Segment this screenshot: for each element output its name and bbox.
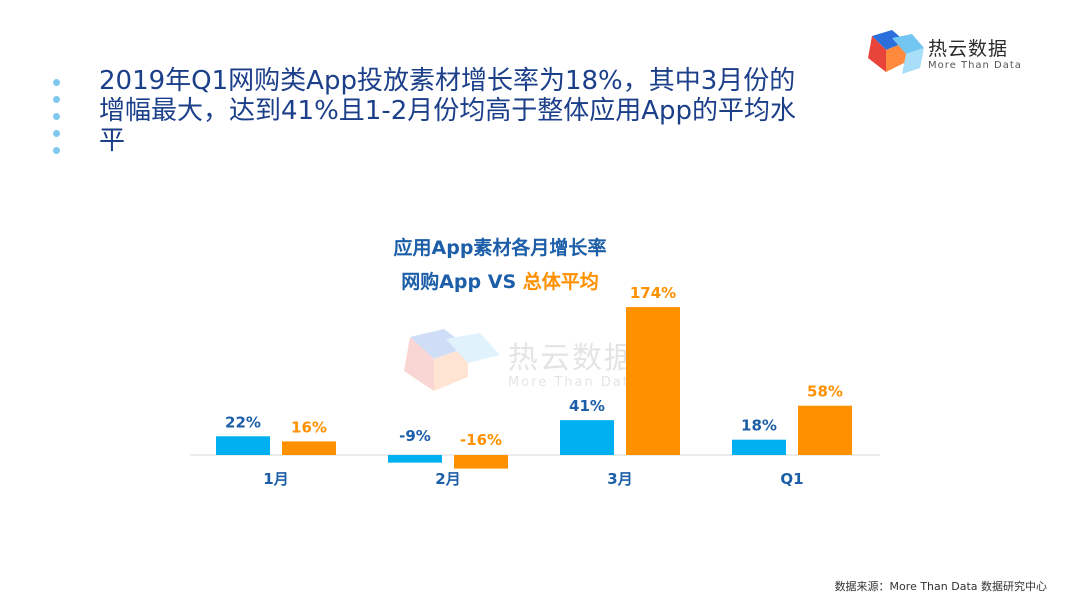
bar-overall-average — [454, 455, 508, 469]
data-label: -16% — [460, 431, 502, 449]
data-label: 18% — [741, 417, 777, 435]
bullet-dot — [53, 113, 60, 120]
logo-tagline: More Than Data — [928, 60, 1022, 71]
watermark: 热云数据 More Than Data — [400, 325, 660, 405]
bar-online-shopping — [388, 455, 442, 463]
bullet-list-markers — [53, 76, 65, 156]
watermark-name: 热云数据 — [508, 341, 636, 376]
x-tick-label: 2月 — [435, 470, 460, 488]
bar-online-shopping — [216, 436, 270, 455]
bullet-dot — [53, 147, 60, 154]
bar-overall-average — [626, 307, 680, 455]
chart-title: 应用App素材各月增长率 — [393, 237, 607, 259]
data-label: 16% — [291, 418, 327, 436]
bar-overall-average — [282, 441, 336, 455]
heading-line-2: 增幅最大，达到41%且1-2月份均高于整体应用App的平均水 — [99, 96, 797, 126]
bullet-dot — [53, 96, 60, 103]
heading-line-3: 平 — [99, 126, 126, 156]
data-label: 22% — [225, 413, 261, 431]
chart-subtitle-part1: 网购App VS — [401, 271, 523, 293]
data-label: -9% — [399, 427, 431, 445]
x-tick-label: 1月 — [263, 470, 288, 488]
x-tick-label: Q1 — [780, 470, 803, 488]
chart-subtitle: 网购App VS 总体平均 — [0, 267, 1000, 294]
brand-logo: 热云数据 More Than Data — [866, 28, 1046, 84]
logo-cube-icon — [868, 30, 924, 74]
data-label: 174% — [630, 284, 676, 302]
logo-name: 热云数据 — [928, 38, 1009, 60]
bar-online-shopping — [560, 420, 614, 455]
data-source-note: 数据来源：More Than Data 数据研究中心 — [834, 580, 1047, 593]
chart-subtitle-part2: 总体平均 — [522, 271, 599, 293]
data-label: 41% — [569, 397, 605, 415]
bar-overall-average — [798, 405, 852, 455]
bullet-dot — [53, 130, 60, 137]
bullet-dot — [53, 79, 60, 86]
heading-line-1: 2019年Q1网购类App投放素材增长率为18%，其中3月份的 — [99, 66, 796, 96]
x-tick-label: 3月 — [607, 470, 632, 488]
slide-heading: 2019年Q1网购类App投放素材增长率为18%，其中3月份的 增幅最大，达到4… — [99, 66, 819, 156]
watermark-cube-icon — [404, 329, 500, 391]
bar-online-shopping — [732, 439, 786, 455]
watermark-tagline: More Than Data — [508, 375, 640, 390]
data-label: 58% — [807, 383, 843, 401]
